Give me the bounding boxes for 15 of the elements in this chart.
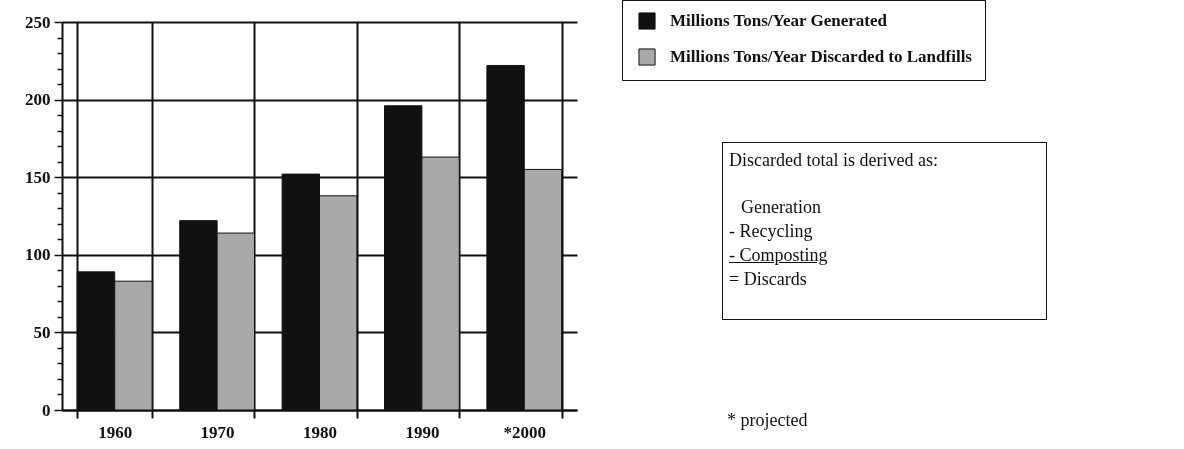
note-box: Discarded total is derived as: Generation - Recycling - Composting = Discards: [722, 142, 1047, 320]
y-tick-label: 200: [25, 90, 51, 110]
legend-label: Millions Tons/Year Generated: [670, 11, 888, 30]
x-tick-label: 1980: [303, 422, 337, 442]
x-tick-label: 1970: [200, 422, 235, 442]
y-tick-label: 250: [25, 12, 51, 32]
x-tick-label: 1990: [405, 422, 440, 442]
x-tick-label: *2000: [503, 422, 547, 442]
y-tick-label: 0: [42, 400, 51, 420]
text: * projected: [727, 410, 808, 431]
y-tick-label: 50: [33, 322, 51, 342]
y-tick-label: 150: [25, 167, 51, 187]
x-tick-label: 1960: [98, 422, 133, 442]
legend-label: Millions Tons/Year Discarded to Landfills: [670, 47, 973, 66]
y-tick-label: 100: [25, 245, 51, 265]
